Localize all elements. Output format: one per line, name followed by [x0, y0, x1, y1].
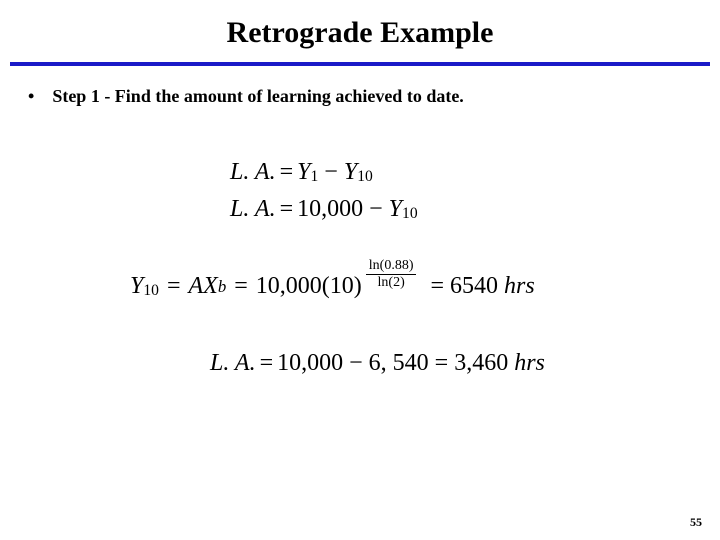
- eq3-y: Y: [130, 273, 143, 300]
- eq1-equals: =: [280, 159, 294, 186]
- eq2-minus: −: [369, 196, 383, 223]
- page-number: 55: [690, 515, 702, 530]
- eq4-minus: −: [349, 350, 363, 377]
- eq2-10000: 10,000: [297, 196, 363, 223]
- equation-block: L. A. = Y1 − Y10 L. A. = 10,000 − Y10: [0, 159, 720, 223]
- eq3-result: 6540: [450, 273, 498, 300]
- eq4-a: 10,000: [277, 350, 343, 377]
- equation-3: Y10 = AXb = 10,000(10) ln(0.88) ln(2) = …: [0, 271, 720, 302]
- eq1-minus: −: [324, 159, 338, 186]
- eq1-lhs: L. A.: [230, 159, 276, 186]
- eq4-lhs: L. A.: [210, 350, 256, 377]
- eq3-b: b: [218, 277, 226, 297]
- eq3-10000: 10,000: [256, 273, 322, 300]
- eq3-ax: AX: [189, 273, 218, 300]
- bullet-step1: • Step 1 - Find the amount of learning a…: [0, 84, 720, 109]
- eq4-unit: hrs: [514, 350, 545, 377]
- equation-2: L. A. = 10,000 − Y10: [230, 196, 720, 223]
- eq3-exp-num: ln(0.88): [366, 259, 417, 274]
- eq3-unit: hrs: [504, 273, 535, 300]
- eq3-eq2: =: [234, 273, 248, 300]
- eq3-paren-close: ): [354, 273, 362, 300]
- slide-title: Retrograde Example: [0, 0, 720, 58]
- eq3-eq1: =: [167, 273, 181, 300]
- eq1-y1-sub: 1: [310, 168, 318, 186]
- equation-1: L. A. = Y1 − Y10: [230, 159, 720, 186]
- eq3-10: 10: [330, 273, 354, 300]
- eq2-lhs: L. A.: [230, 196, 276, 223]
- bullet-marker: •: [28, 84, 34, 109]
- eq2-y10-sub: 10: [402, 205, 418, 223]
- eq3-y-sub: 10: [143, 282, 159, 300]
- eq2-equals: =: [280, 196, 294, 223]
- eq1-y10: Y: [344, 159, 357, 186]
- eq2-y10: Y: [389, 196, 402, 223]
- eq3-paren-open: (: [322, 273, 330, 300]
- eq3-exp-den: ln(2): [375, 275, 408, 290]
- eq3-exponent-fraction: ln(0.88) ln(2): [364, 259, 419, 290]
- eq4-eq1: =: [260, 350, 274, 377]
- equation-4: L. A. = 10,000 − 6, 540 = 3,460 hrs: [210, 350, 720, 377]
- eq4-b: 6, 540: [369, 350, 429, 377]
- eq4-eq2: =: [435, 350, 449, 377]
- equation-4-wrap: L. A. = 10,000 − 6, 540 = 3,460 hrs: [0, 350, 720, 377]
- title-underline: [10, 62, 710, 66]
- eq1-y1: Y: [297, 159, 310, 186]
- eq3-eq3: =: [430, 273, 444, 300]
- eq1-y10-sub: 10: [357, 168, 373, 186]
- bullet-text: Step 1 - Find the amount of learning ach…: [52, 84, 464, 109]
- eq4-c: 3,460: [454, 350, 508, 377]
